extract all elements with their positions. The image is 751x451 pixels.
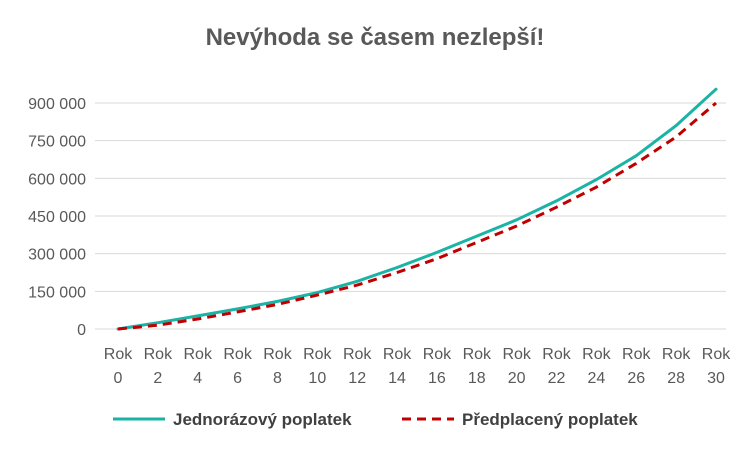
x-tick-label: Rok <box>502 346 531 363</box>
x-tick-label: 2 <box>153 370 162 387</box>
x-tick-label: Rok <box>104 346 133 363</box>
x-tick-label: 14 <box>388 370 406 387</box>
x-tick-label: 0 <box>114 370 123 387</box>
x-tick-label: Rok <box>383 346 412 363</box>
x-tick-label: Rok <box>223 346 252 363</box>
y-tick-label: 900 000 <box>28 96 86 113</box>
x-tick-label: Rok <box>423 346 452 363</box>
y-tick-label: 450 000 <box>28 209 86 226</box>
x-tick-label: Rok <box>184 346 213 363</box>
x-tick-label: 18 <box>468 370 486 387</box>
x-tick-label: 6 <box>233 370 242 387</box>
x-tick-label: Rok <box>662 346 691 363</box>
x-tick-label: 10 <box>308 370 326 387</box>
series-line-1 <box>117 101 717 331</box>
y-tick-label: 300 000 <box>28 247 86 264</box>
x-tick-label: Rok <box>144 346 173 363</box>
x-tick-label: Rok <box>542 346 571 363</box>
x-tick-label: 26 <box>627 370 645 387</box>
x-tick-label: Rok <box>622 346 651 363</box>
series-lines <box>116 87 718 331</box>
x-axis-ticks: Rok 0 Rok 2 Rok 4 Rok 6 Rok 8 Rok 10 Rok 12 Rok 14 Rok 16… <box>104 346 731 387</box>
gridlines <box>95 102 726 330</box>
x-tick-label: 24 <box>588 370 606 387</box>
x-tick-label: 12 <box>348 370 366 387</box>
legend-label-jednorazovy: Jednorázový poplatek <box>173 410 352 429</box>
x-tick-label: Rok <box>702 346 731 363</box>
x-tick-label: 20 <box>508 370 526 387</box>
y-tick-label: 150 000 <box>28 284 86 301</box>
x-tick-label: 28 <box>667 370 685 387</box>
y-tick-label: 600 000 <box>28 171 86 188</box>
legend-label-predplaceny: Předplacený poplatek <box>462 410 638 429</box>
series-line-0 <box>116 87 718 331</box>
x-tick-label: Rok <box>343 346 372 363</box>
chart-title: Nevýhoda se časem nezlepší! <box>206 24 545 51</box>
x-tick-label: Rok <box>463 346 492 363</box>
legend: Jednorázový poplatek Předplacený poplate… <box>113 410 638 429</box>
x-tick-label: Rok <box>303 346 332 363</box>
x-tick-label: 8 <box>273 370 282 387</box>
y-axis-ticks: 0 150 000 300 000 450 000 600 000 750 000 900 … <box>28 96 86 339</box>
x-tick-label: Rok <box>582 346 611 363</box>
y-tick-label: 750 000 <box>28 134 86 151</box>
y-tick-label: 0 <box>77 322 86 339</box>
x-tick-label: 16 <box>428 370 446 387</box>
x-tick-label: 30 <box>707 370 725 387</box>
x-tick-label: 4 <box>193 370 202 387</box>
x-tick-label: Rok <box>263 346 292 363</box>
x-tick-label: 22 <box>548 370 566 387</box>
